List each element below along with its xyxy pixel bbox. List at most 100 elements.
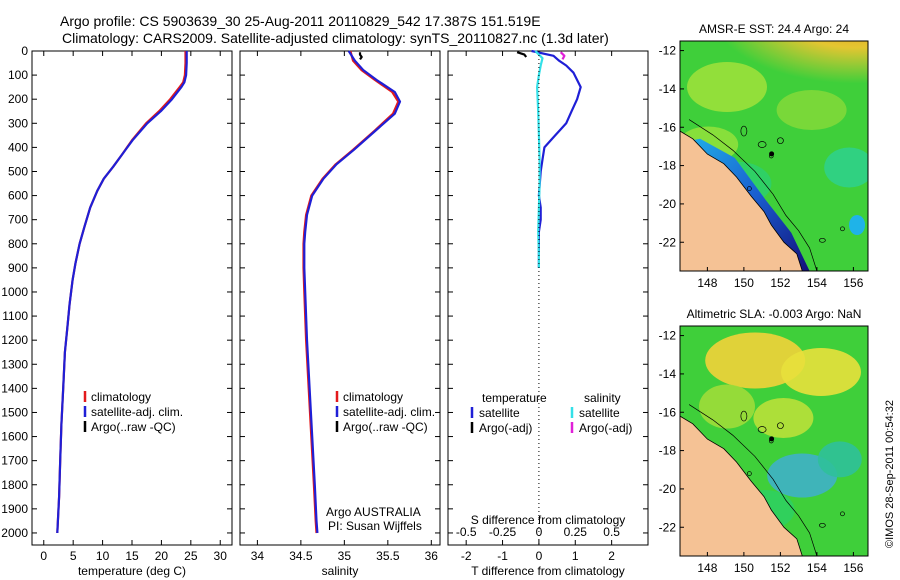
sla-map-frame xyxy=(679,325,869,557)
sst-map-reef-contour xyxy=(747,186,752,191)
salinity-legend-label: Argo(..raw -QC) xyxy=(343,420,428,434)
salinity-x-tick-label: 36 xyxy=(425,549,439,563)
sst-map-y-tick-label: -18 xyxy=(659,159,677,173)
depth-tick-label: 900 xyxy=(8,261,28,275)
depth-tick-label: 600 xyxy=(8,189,28,203)
sla-map-field xyxy=(680,326,868,556)
difference-x2-tick-label: 0 xyxy=(536,525,543,539)
sst-cool-patch xyxy=(849,215,866,235)
sla-map-reef-contour xyxy=(757,426,767,433)
panel-salinity: 34 34.5 35 35.5 36 salinity xyxy=(239,50,441,578)
sla-map-y-tick-label: -14 xyxy=(659,367,677,381)
sla-map-title: Altimetric SLA: -0.003 Argo: NaN xyxy=(687,307,862,321)
sst-map-argo-location-marker xyxy=(769,151,775,157)
sst-map-x-tick-label: 150 xyxy=(734,276,754,290)
temperature-x-axis-label: temperature (deg C) xyxy=(78,564,186,578)
map-sst-map: 148 150 152 154 156 -12 -14 -16 -18 -20 -22 AMSR-E … xyxy=(659,22,869,290)
depth-tick-label: 0 xyxy=(21,44,28,58)
sla-map-reef-contour xyxy=(747,471,752,476)
sla-map-field-patch xyxy=(699,384,755,429)
difference-legend-label: satellite xyxy=(579,406,620,420)
depth-tick-label: 1500 xyxy=(1,405,28,419)
difference-series-temperature-argo-adj- xyxy=(516,51,528,58)
sla-map-y-tick-label: -16 xyxy=(659,405,677,419)
sla-map-y-tick-label: -20 xyxy=(659,482,677,496)
temperature-x-tick-label: 15 xyxy=(125,549,139,563)
difference-x2-tick-label: 0.25 xyxy=(564,525,588,539)
depth-tick-label: 1200 xyxy=(1,333,28,347)
depth-tick-label: 1400 xyxy=(1,381,28,395)
sst-map-shelf-contour xyxy=(688,119,818,271)
sla-map-y-tick-label: -12 xyxy=(659,329,677,343)
sst-map-y-tick-label: -16 xyxy=(659,120,677,134)
sst-map-x-tick-label: 148 xyxy=(697,276,717,290)
salinity-legend-label: satellite-adj. clim. xyxy=(343,405,435,419)
salinity-annotation: Argo AUSTRALIA xyxy=(326,505,421,519)
sst-map-reef-contour xyxy=(777,137,784,145)
sst-map-land xyxy=(680,130,803,271)
sla-map-field-patch xyxy=(705,332,806,389)
temperature-x-tick-label: 0 xyxy=(40,549,47,563)
sst-map-field-patch xyxy=(687,62,767,112)
temperature-plot-frame xyxy=(31,50,233,546)
panel-temperature: 0 5 10 15 20 25 30 temperature (deg C) 0 100 200 30… xyxy=(1,44,233,578)
depth-tick-label: 200 xyxy=(8,92,28,106)
map-sla-map: 148 150 152 154 156 -12 -14 -16 -18 -20 -22 Altimet… xyxy=(659,307,869,575)
sst-map-reef-contour xyxy=(740,125,748,137)
difference-plot-frame xyxy=(447,50,649,546)
difference-x2-tick-label: -0.25 xyxy=(489,525,517,539)
depth-tick-label: 1000 xyxy=(1,285,28,299)
difference-x2-tick-label: 0.5 xyxy=(603,525,620,539)
difference-legend-label: Argo(-adj) xyxy=(479,421,532,435)
sst-map-x-tick-label: 154 xyxy=(807,276,827,290)
salinity-x-tick-label: 35.5 xyxy=(376,549,400,563)
sla-map-field-patch xyxy=(817,441,862,478)
sla-map-x-tick-label: 150 xyxy=(734,561,754,575)
sla-map-y-tick-label: -18 xyxy=(659,444,677,458)
salinity-x-tick-label: 34.5 xyxy=(289,549,313,563)
sst-map-field-patch xyxy=(776,90,847,130)
sst-map-title: AMSR-E SST: 24.4 Argo: 24 xyxy=(699,22,849,36)
depth-tick-label: 100 xyxy=(8,68,28,82)
depth-tick-label: 800 xyxy=(8,237,28,251)
temperature-series-satellite-adj-clim- xyxy=(56,51,188,534)
depth-tick-label: 1800 xyxy=(1,478,28,492)
sla-map-reef-contour xyxy=(840,511,845,517)
difference-x-tick-label: 2 xyxy=(608,549,615,563)
difference-legend-title-temperature: temperature xyxy=(482,391,547,405)
depth-tick-label: 1700 xyxy=(1,454,28,468)
salinity-series-argo-raw-qc- xyxy=(358,52,363,61)
salinity-x-tick-label: 35 xyxy=(338,549,352,563)
salinity-series-satellite-adj-clim- xyxy=(303,50,402,534)
difference-series-temperature-satellite xyxy=(531,49,582,268)
salinity-plot-frame xyxy=(239,50,441,546)
sla-map-y-tick-label: -22 xyxy=(659,520,677,534)
temperature-x-tick-label: 30 xyxy=(214,549,228,563)
temperature-x-tick-label: 10 xyxy=(96,549,110,563)
temperature-x-tick-label: 20 xyxy=(155,549,169,563)
difference-legend-label: satellite xyxy=(479,406,520,420)
sst-map-x-tick-label: 156 xyxy=(843,276,863,290)
sla-map-x-tick-label: 156 xyxy=(843,561,863,575)
sla-map-shelf-contour xyxy=(688,404,818,556)
depth-tick-label: 1100 xyxy=(2,309,28,323)
sla-map-field-patch xyxy=(781,348,861,396)
depth-tick-label: 1900 xyxy=(1,502,28,516)
sla-map-reef-contour xyxy=(740,410,748,422)
sst-map-field-patch xyxy=(824,147,868,188)
temperature-x-tick-label: 25 xyxy=(184,549,198,563)
sla-map-reef-contour xyxy=(777,422,784,430)
temperature-legend-label: satellite-adj. clim. xyxy=(91,405,183,419)
depth-tick-label: 1300 xyxy=(1,357,28,371)
sla-map-x-tick-label: 154 xyxy=(807,561,827,575)
sla-map-land xyxy=(680,415,803,556)
salinity-x-tick-label: 34 xyxy=(251,549,265,563)
depth-tick-label: 2000 xyxy=(1,526,28,540)
sst-map-field xyxy=(680,41,868,271)
sla-map-argo-location-marker xyxy=(769,436,775,442)
sla-map-x-tick-label: 148 xyxy=(697,561,717,575)
salinity-x-axis-label: salinity xyxy=(322,564,359,578)
sst-map-reef-contour xyxy=(819,237,826,243)
difference-x2-axis-label: S difference from climatology xyxy=(471,513,626,527)
